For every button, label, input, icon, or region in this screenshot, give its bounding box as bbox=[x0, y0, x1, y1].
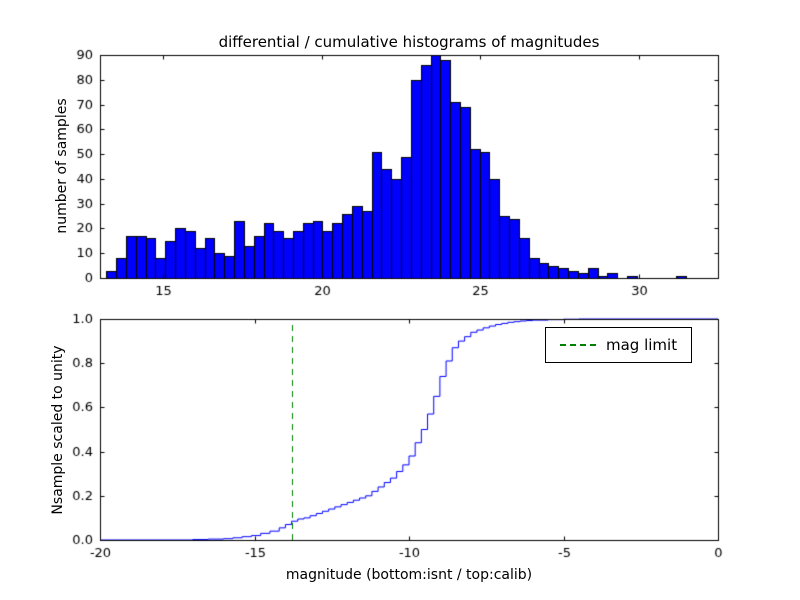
legend: mag limit bbox=[545, 327, 693, 363]
dashed-line-icon bbox=[560, 344, 596, 346]
legend-label: mag limit bbox=[606, 336, 678, 354]
bottom-ylabel: Nsample scaled to unity bbox=[50, 345, 66, 515]
bottom-xlabel: magnitude (bottom:isnt / top:calib) bbox=[285, 567, 533, 583]
top-ylabel: number of samples bbox=[54, 98, 70, 234]
chart-title: differential / cumulative histograms of … bbox=[218, 33, 600, 51]
